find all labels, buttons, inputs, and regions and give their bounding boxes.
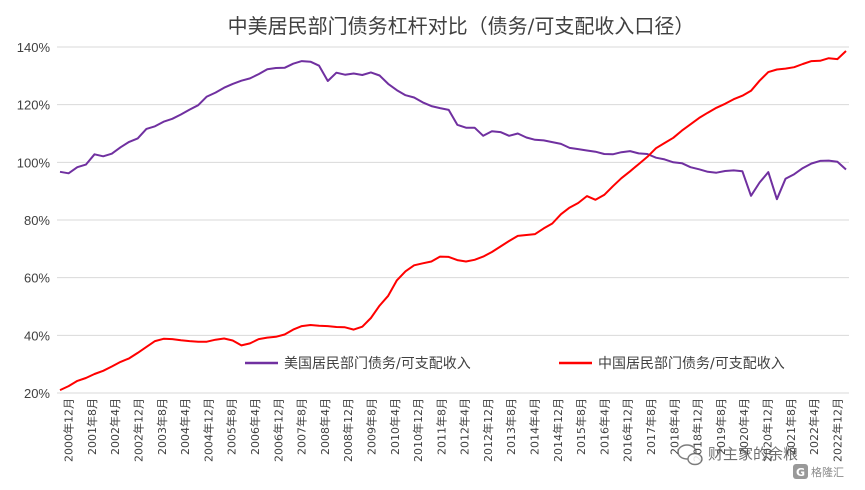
x-tick-label: 2010年4月 [388,398,402,455]
x-tick-label: 2015年8月 [574,398,588,455]
x-tick-label: 2013年8月 [504,398,518,455]
x-tick-label: 2005年8月 [225,398,239,455]
x-tick-label: 2009年8月 [364,398,378,455]
legend: 美国居民部门债务/可支配收入 中国居民部门债务/可支配收入 [245,356,785,372]
watermark-brand: 格隆汇 [811,465,844,479]
x-tick-label: 2018年4月 [667,398,681,455]
x-tick-label: 2006年12月 [271,398,285,462]
y-axis-ticks: 20% 40% 60% 80% 100% 120% 140% [17,40,51,401]
brand-logo-icon [793,464,808,479]
x-axis-ticks: 2000年12月 2001年8月 2002年4月 2002年12月 2003年8月 200… [62,398,845,462]
gridlines [57,46,849,394]
chart-title: 中美居民部门债务杠杆对比（债务/可支配收入口径） [228,14,695,38]
brand-logo-letter: G [796,466,805,479]
x-tick-label: 2017年8月 [644,398,658,455]
y-tick-label: 140% [17,40,51,55]
x-tick-label: 2011年8月 [434,398,448,455]
legend-label-us: 美国居民部门债务/可支配收入 [284,356,471,372]
x-tick-label: 2018年12月 [691,398,705,462]
x-tick-label: 2000年12月 [62,398,76,462]
y-tick-label: 20% [24,386,50,401]
y-tick-label: 60% [24,271,50,286]
watermark: 财主家的余粮 G 格隆汇 [677,444,844,479]
x-tick-label: 2012年12月 [481,398,495,462]
x-tick-label: 2016年12月 [621,398,635,462]
x-tick-label: 2007年8月 [295,398,309,455]
legend-label-cn: 中国居民部门债务/可支配收入 [598,356,785,372]
x-tick-label: 2022年12月 [830,398,844,462]
watermark-text: 财主家的余粮 [708,445,798,463]
x-tick-label: 2006年4月 [248,398,262,455]
x-tick-label: 2020年12月 [760,398,774,462]
x-tick-label: 2012年4月 [458,398,472,455]
series-lines [59,50,847,392]
x-tick-label: 2016年4月 [597,398,611,455]
x-tick-label: 2019年8月 [714,398,728,455]
y-tick-label: 120% [17,98,51,113]
x-tick-label: 2004年4月 [178,398,192,455]
y-tick-label: 80% [24,213,50,228]
x-tick-label: 2008年4月 [318,398,332,455]
x-tick-label: 2014年12月 [551,398,565,462]
x-tick-label: 2014年4月 [528,398,542,455]
x-tick-label: 2003年8月 [155,398,169,455]
wechat-icon [677,444,703,466]
series-line-cn [59,50,847,392]
x-tick-label: 2004年12月 [201,398,215,462]
series-line-us [59,60,847,201]
y-tick-label: 40% [24,328,50,343]
y-tick-label: 100% [17,155,51,170]
x-tick-label: 2022年4月 [807,398,821,455]
x-tick-label: 2002年4月 [108,398,122,455]
x-tick-label: 2020年4月 [737,398,751,455]
x-tick-label: 2001年8月 [85,398,99,455]
x-tick-label: 2021年8月 [784,398,798,455]
x-tick-label: 2008年12月 [341,398,355,462]
x-tick-label: 2010年12月 [411,398,425,462]
x-tick-label: 2002年12月 [132,398,146,462]
